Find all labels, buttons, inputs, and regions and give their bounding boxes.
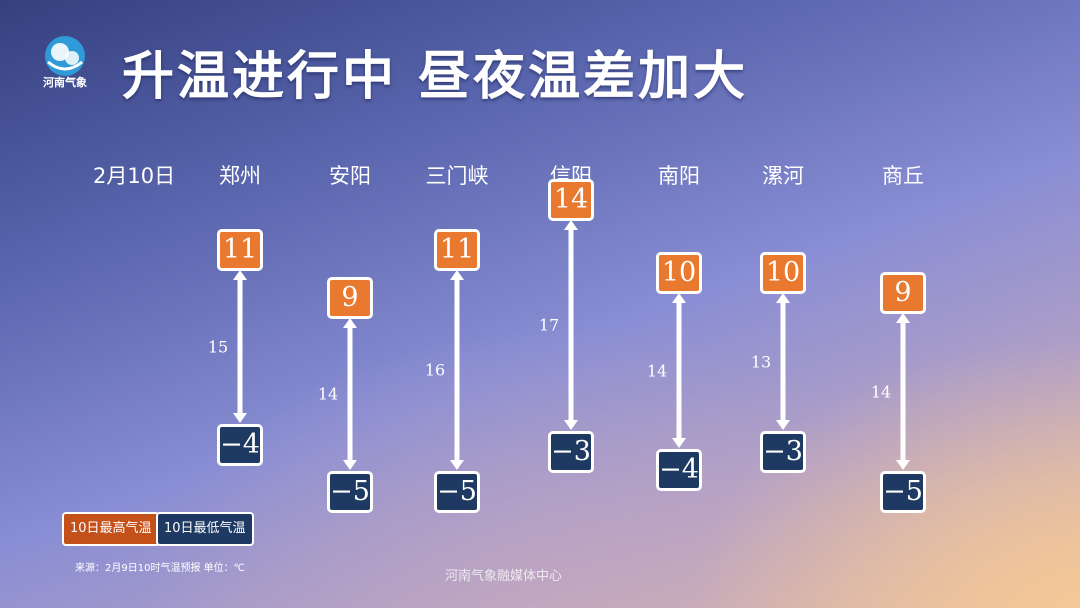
city-label: 安阳 [329, 164, 371, 188]
high-temp-value: 9 [880, 272, 926, 314]
source-note: 来源：2月9日10时气温预报 单位：℃ [75, 563, 245, 574]
low-temp-value: −5 [880, 471, 926, 513]
legend-low: 10日最低气温 [156, 512, 254, 546]
arrow-head [672, 438, 686, 448]
high-temp-value: 10 [760, 252, 806, 294]
arrow-head [896, 313, 910, 323]
temp-difference-label: 16 [424, 360, 446, 380]
high-temp-value: 11 [434, 229, 480, 271]
high-temp-value: 10 [656, 252, 702, 294]
arrow-head [450, 460, 464, 470]
arrow-head [564, 220, 578, 230]
temp-difference-label: 14 [646, 361, 668, 380]
city-label: 三门峡 [425, 164, 489, 188]
arrow-head [564, 420, 578, 430]
temp-difference-label: 17 [538, 315, 560, 335]
city-label: 商丘 [882, 164, 924, 188]
low-temp-value: −5 [327, 471, 373, 513]
page-title: 升温进行中 昼夜温差加大 [122, 47, 749, 107]
logo-text: 河南气象 [43, 76, 87, 89]
arrow-head [343, 460, 357, 470]
weather-logo-icon [45, 36, 85, 76]
arrow-head [776, 293, 790, 303]
arrow-head [233, 413, 247, 423]
high-temp-value: 14 [548, 179, 594, 221]
city-label: 郑州 [219, 164, 261, 188]
watermark: 河南气象融媒体中心 [445, 569, 563, 584]
low-temp-value: −3 [760, 431, 806, 473]
low-temp-value: −4 [217, 424, 263, 466]
high-temp-value: 9 [327, 277, 373, 319]
low-temp-value: −4 [656, 449, 702, 491]
temp-difference-label: 14 [317, 384, 339, 404]
temp-difference-label: 14 [870, 382, 892, 401]
city-label: 南阳 [658, 164, 700, 188]
chart-date: 2月10日 [93, 164, 176, 188]
temp-difference-label: 15 [207, 337, 229, 356]
high-temp-value: 11 [217, 229, 263, 271]
low-temp-value: −5 [434, 471, 480, 513]
arrow-head [672, 293, 686, 303]
arrow-head [896, 460, 910, 470]
low-temp-value: −3 [548, 431, 594, 473]
city-label: 漯河 [762, 164, 804, 188]
arrow-head [776, 420, 790, 430]
legend-high: 10日最高气温 [62, 512, 160, 546]
arrow-head [450, 270, 464, 280]
arrow-head [343, 318, 357, 328]
temp-difference-label: 13 [750, 352, 772, 371]
arrow-head [233, 270, 247, 280]
